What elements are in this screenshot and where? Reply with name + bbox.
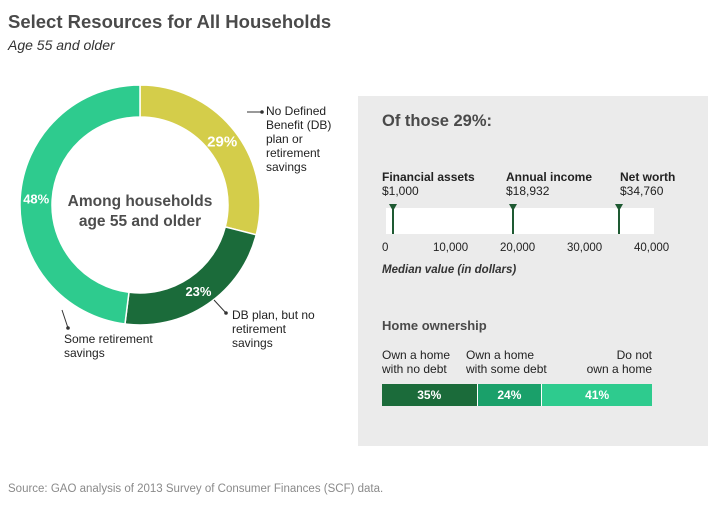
annotation-some-savings-line: savings [64,346,105,360]
annotation-some-savings: Some retirement savings [64,332,153,360]
metric-value: $34,760 [620,184,664,198]
annotation-no-db-line: Benefit (DB) [266,118,332,132]
source-note: Source: GAO analysis of 2013 Survey of C… [8,483,384,495]
marker-financial-assets-head [388,204,397,211]
annotation-db-plan-line: retirement [232,322,287,336]
annotation-no-db: No Defined Benefit (DB) plan or retireme… [266,104,331,174]
leader-db-plan-dot [224,311,228,315]
axis-tick: 40,000 [634,242,670,254]
leader-no-db-dot [260,110,264,114]
marker-net-worth-head [614,204,623,211]
annotation-db-plan-line: DB plan, but no [232,308,315,322]
axis-tick: 0 [382,242,389,254]
home-category-some-debt: Own a home with some debt [466,348,547,376]
annotation-db-plan: DB plan, but no retirement savings [232,308,315,350]
donut-chart: 29% 23% 48% [19,84,264,330]
home-category-line: with some debt [466,362,547,376]
marker-net-worth [617,206,620,234]
chart-title: Select Resources for All Households [8,11,332,32]
marker-annual-income-head [508,204,517,211]
metric-label: Financial assets [382,170,475,184]
annotation-no-db-line: savings [266,160,307,174]
metric-label: Net worth [620,170,676,184]
annotation-no-db-line: plan or [266,132,303,146]
home-ownership-title: Home ownership [382,318,487,333]
donut-center-label: Among households age 55 and older [56,192,224,232]
value-axis-track [386,208,654,234]
detail-panel: Of those 29%: Financial assets $1,000 An… [358,96,708,446]
axis-tick: 20,000 [500,242,536,254]
annotation-no-db-line: No Defined [266,104,327,118]
annotation-no-db-line: retirement [266,146,321,160]
segment-no-home: 41% [541,384,652,406]
slice-db-plan-label: 23% [185,284,211,299]
home-category-no-debt: Own a home with no debt [382,348,450,376]
home-category-line: Own a home [466,348,535,362]
leader-db-plan [213,299,227,314]
metric-label: Annual income [506,170,593,184]
metric-value: $18,932 [506,184,550,198]
donut-center-line1: Among households [67,193,213,210]
home-category-no-home: Do not own a home [578,348,652,376]
leader-some-savings-dot [66,326,70,330]
segment-no-debt: 35% [382,384,477,406]
home-category-line: own a home [586,362,652,376]
metric-net-worth: Net worth $34,760 [620,170,675,198]
slice-some-savings [19,84,141,325]
metric-annual-income: Annual income $18,932 [506,170,592,198]
donut-center-line2: age 55 and older [78,213,202,230]
annotation-db-plan-line: savings [232,336,273,350]
marker-annual-income [511,206,514,234]
segment-some-debt: 24% [476,384,542,406]
slice-some-savings-label: 48% [23,191,49,206]
panel-title: Of those 29%: [382,112,493,130]
marker-financial-assets [391,206,394,234]
axis-title: Median value (in dollars) [382,264,517,276]
axis-tick: 10,000 [433,242,469,254]
home-category-line: with no debt [382,362,447,376]
chart-subtitle: Age 55 and older [8,37,115,53]
metric-value: $1,000 [382,184,419,198]
axis-tick: 30,000 [567,242,603,254]
annotation-some-savings-line: Some retirement [64,332,153,346]
metric-financial-assets: Financial assets $1,000 [382,170,475,198]
home-category-line: Do not [616,348,652,362]
leader-some-savings [61,309,69,329]
slice-no-db-label: 29% [207,133,237,150]
home-category-line: Own a home [382,348,451,362]
